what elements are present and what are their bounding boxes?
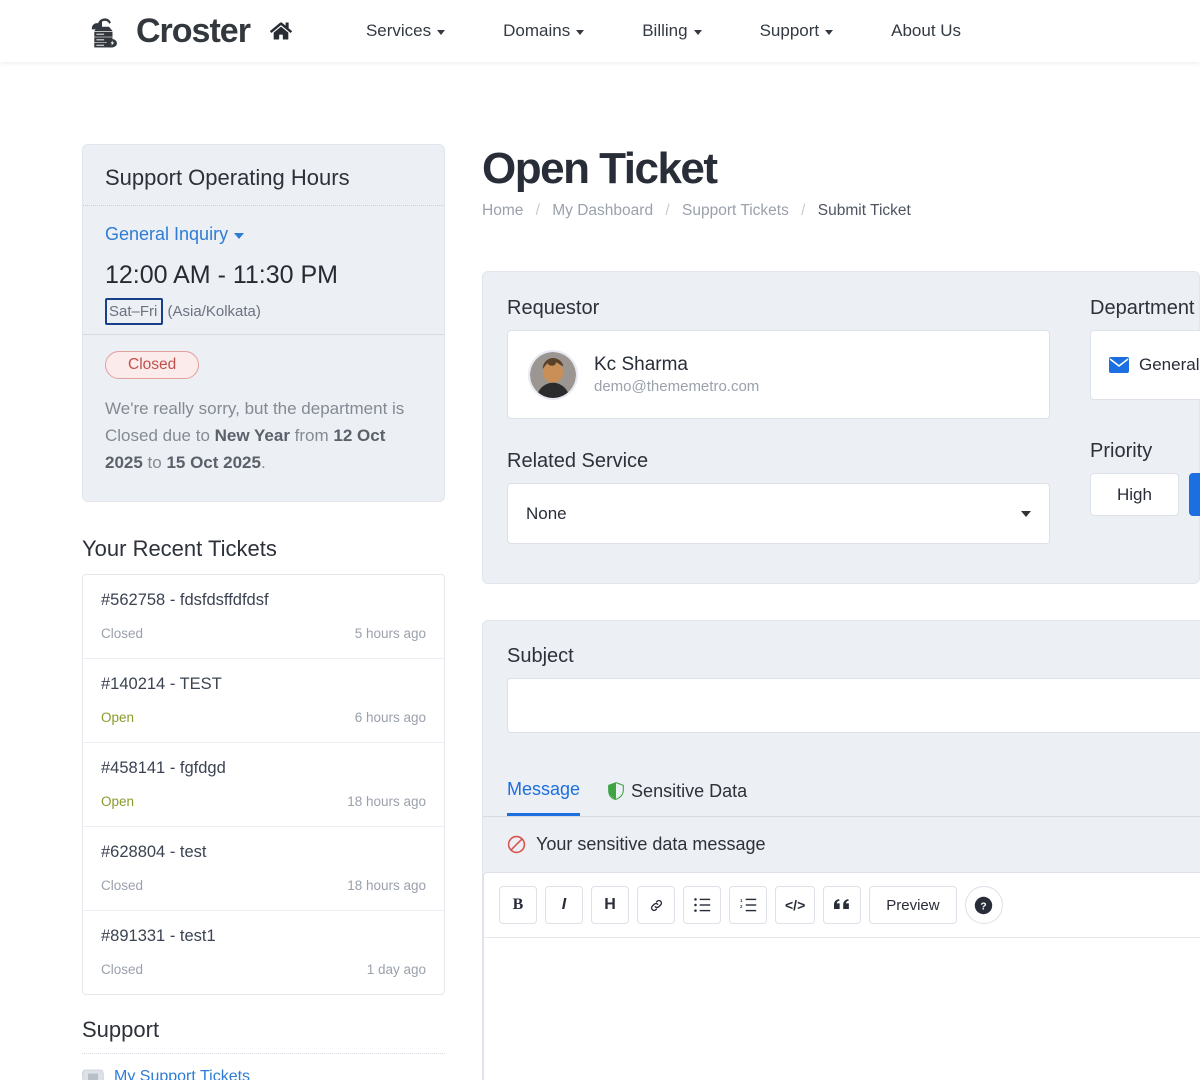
svg-text:?: ? [980, 901, 986, 912]
svg-text:1: 1 [740, 898, 743, 903]
svg-text:2: 2 [740, 904, 743, 909]
